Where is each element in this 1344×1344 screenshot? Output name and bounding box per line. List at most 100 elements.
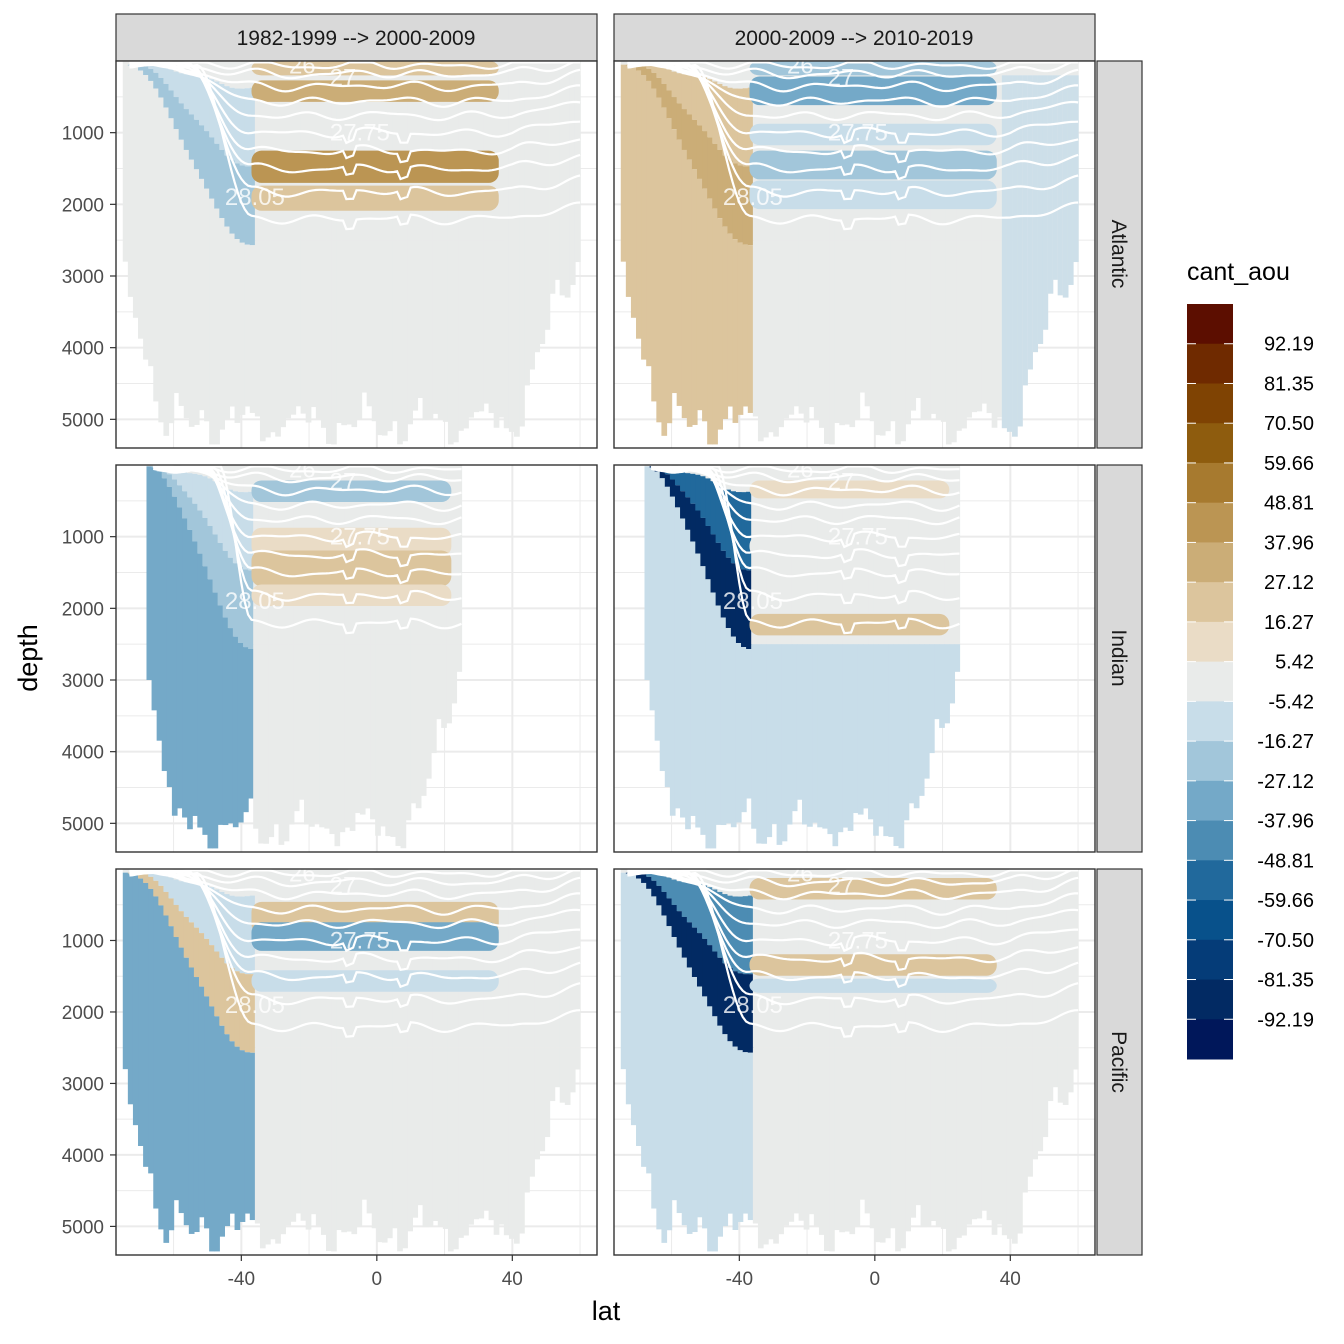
cant-cell <box>735 567 742 644</box>
cant-cell <box>514 75 520 437</box>
cant-cell <box>1052 75 1059 280</box>
cant-cell <box>163 915 170 1243</box>
cant-cell <box>666 877 673 899</box>
cant-cell <box>237 643 244 823</box>
cant-cell <box>671 129 678 394</box>
cant-field <box>620 869 1079 1252</box>
cant-cell <box>930 1047 937 1221</box>
cant-cell <box>188 882 195 923</box>
cant-cell <box>1062 869 1069 1048</box>
y-tick-label: 2000 <box>62 195 104 216</box>
cant-cell <box>747 974 754 1053</box>
cant-cell <box>171 479 178 497</box>
cant-cell <box>636 872 642 879</box>
isopycnals: 26 27 27.75 28.05 <box>129 61 581 231</box>
cant-cell <box>783 240 790 419</box>
cant-cell <box>163 67 170 84</box>
cant-cell <box>395 644 402 846</box>
cant-cell <box>402 240 408 442</box>
isopycnals: 26 27 27.75 28.05 <box>129 869 581 1038</box>
cant-cell <box>132 875 139 1126</box>
cant-cell <box>183 882 190 917</box>
cant-cell <box>366 61 373 241</box>
legend-swatch <box>1187 661 1233 702</box>
cant-cell <box>737 242 744 415</box>
cant-cell <box>700 517 707 567</box>
panel-border <box>613 868 1096 1256</box>
cant-cell <box>737 61 744 89</box>
cant-cell <box>519 1047 525 1234</box>
cant-cell <box>1047 1047 1054 1102</box>
cant-cell <box>842 644 849 828</box>
cant-cell <box>1067 869 1074 1048</box>
cant-cell <box>168 898 175 927</box>
cant-cell <box>666 69 673 91</box>
cant-cell <box>717 869 723 892</box>
cant-cell <box>569 75 576 285</box>
isopycnal-label: 27.75 <box>330 927 390 954</box>
cant-cell <box>229 160 236 234</box>
cant-cell <box>280 240 286 428</box>
cant-field <box>122 61 581 445</box>
legend-label: 48.81 <box>1264 493 1314 515</box>
cant-cell <box>249 245 256 413</box>
cant-cell <box>691 169 698 425</box>
legend-label: -37.96 <box>1257 811 1314 833</box>
cant-cell <box>702 188 708 422</box>
cant-cell <box>793 1047 800 1214</box>
cant-cell <box>849 240 856 428</box>
cant-cell <box>305 61 312 241</box>
cant-cell <box>966 1047 972 1225</box>
cant-cell <box>122 61 129 65</box>
cant-cell <box>498 61 505 241</box>
cant-cell <box>666 898 673 927</box>
isopycnals: 26 27 27.75 28.05 <box>152 465 462 635</box>
cant-cell <box>742 974 749 1053</box>
cant-cell <box>702 938 708 997</box>
cant-cell <box>686 882 693 923</box>
cant-cell <box>666 926 673 1231</box>
legend-label: -16.27 <box>1257 731 1314 753</box>
cant-cell <box>319 644 325 828</box>
cant-cell <box>783 1047 790 1226</box>
cant-cell <box>915 240 922 399</box>
cant-cell <box>910 240 917 411</box>
x-tick-label: 0 <box>870 1269 881 1290</box>
cant-cell <box>407 1047 413 1232</box>
cant-cell <box>890 1047 896 1229</box>
cant-cell <box>834 240 840 423</box>
cant-cell <box>234 163 241 240</box>
cant-cell <box>293 644 300 812</box>
cant-cell <box>690 473 696 504</box>
cant-cell <box>243 647 249 813</box>
cant-cell <box>1012 75 1018 437</box>
cant-cell <box>695 553 701 828</box>
cant-cell <box>620 869 627 873</box>
cant-cell <box>346 61 353 241</box>
cant-cell <box>862 644 869 809</box>
cant-cell <box>153 88 159 402</box>
cant-cell <box>641 75 647 360</box>
cant-cell <box>722 963 729 1035</box>
cant-cell <box>529 1047 535 1177</box>
cant-cell <box>183 74 190 110</box>
cant-cell <box>310 61 317 241</box>
cant-cell <box>884 1047 891 1239</box>
legend-swatch <box>1187 502 1233 543</box>
panel-atlantic-1: 26 27 27.75 28.05 <box>115 60 598 449</box>
cant-cell <box>192 541 198 816</box>
cant-cell <box>364 644 371 809</box>
cant-cell <box>808 1047 815 1215</box>
cant-cell <box>371 240 378 422</box>
cant-cell <box>197 474 203 511</box>
cant-cell <box>981 1047 988 1211</box>
cant-cell <box>644 466 651 680</box>
cant-cell <box>1017 869 1023 1048</box>
cant-cell <box>741 647 747 813</box>
cant-cell <box>685 497 691 530</box>
cant-cell <box>361 869 368 1048</box>
cant-cell <box>757 240 764 442</box>
cant-cell <box>752 61 759 241</box>
cant-cell <box>776 644 783 845</box>
cant-cell <box>336 1047 342 1231</box>
